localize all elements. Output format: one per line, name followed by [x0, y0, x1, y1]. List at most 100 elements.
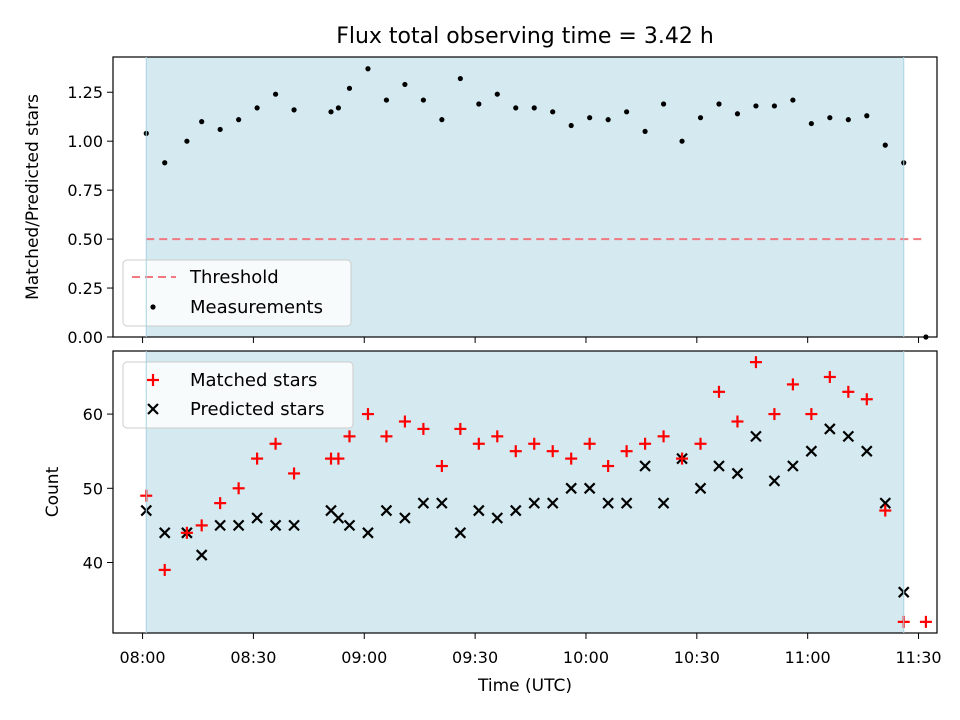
predicted-point [417, 497, 430, 509]
matched-point [546, 445, 559, 458]
x-tick-label: 08:30 [230, 648, 276, 667]
matched-point [842, 385, 855, 398]
matched-point [823, 370, 836, 383]
top-y-axis-label: Matched/Predicted stars [23, 94, 43, 300]
measurement-point [845, 117, 851, 123]
measurement-point [587, 115, 593, 121]
y-tick-label: 0.50 [67, 230, 103, 249]
matched-point [158, 563, 171, 576]
measurement-point [716, 101, 722, 107]
bottom-axes-frame [112, 350, 938, 634]
matched-point [768, 408, 781, 421]
matched-point [860, 393, 873, 406]
predicted-point [214, 519, 226, 532]
predicted-point [491, 512, 504, 524]
measurement-point [624, 109, 630, 115]
y-tick-label: 40 [83, 554, 103, 573]
measurement-point [660, 101, 667, 107]
x-tick-label: 11:00 [785, 648, 831, 667]
matched-point [380, 430, 393, 443]
predicted-point [546, 497, 559, 509]
measurement-point [365, 66, 371, 72]
matched-point [251, 452, 264, 465]
x-axis-label: Time (UTC) [477, 676, 572, 696]
matched-point [528, 437, 541, 450]
matched-point [602, 460, 615, 473]
measurement-point [420, 97, 426, 103]
predicted-point [288, 519, 300, 532]
predicted-point [805, 445, 818, 457]
predicted-point [750, 430, 762, 443]
matched-point [694, 437, 707, 450]
matched-point [180, 526, 193, 539]
matched-point [805, 408, 818, 421]
x-tick-label: 10:30 [674, 648, 720, 667]
measurement-point [697, 115, 704, 121]
measurement-point [827, 115, 833, 121]
predicted-point [528, 497, 541, 509]
measurement-point [457, 75, 463, 82]
measurement-point [734, 111, 741, 117]
legend-predicted-swatch [147, 403, 159, 415]
top-panel: 0.00 0.25 0.50 0.75 1.00 1.25 Matched/Predict… [23, 56, 938, 347]
predicted-point [583, 482, 596, 495]
predicted-point [251, 512, 263, 524]
predicted-point [269, 519, 282, 532]
top-axes-frame [112, 56, 938, 338]
measurement-point [808, 120, 814, 127]
measurement-point [254, 105, 260, 111]
matched-point [472, 437, 485, 450]
legend-matched-swatch [147, 374, 159, 386]
measurement-point [328, 109, 334, 115]
measurement-point [162, 160, 168, 166]
predicted-point [861, 445, 873, 457]
measurement-point [272, 91, 279, 97]
predicted-point [620, 497, 633, 509]
matched-point [417, 422, 430, 435]
measurement-point [494, 91, 500, 97]
matched-point [398, 415, 411, 428]
predicted-point [824, 423, 836, 435]
top-legend: Threshold Measurements [122, 259, 352, 327]
matched-point [879, 504, 892, 517]
matched-point [786, 378, 799, 391]
measurement-point [335, 105, 341, 111]
matched-point [332, 452, 345, 465]
y-tick-label: 0.25 [67, 279, 103, 298]
measurement-point [402, 81, 408, 88]
predicted-point [195, 549, 208, 561]
legend-box [122, 361, 354, 429]
x-tick-label: 09:30 [452, 648, 498, 667]
measurement-point [642, 128, 648, 135]
measurement-point [383, 97, 390, 103]
x-tick-label: 11:30 [895, 648, 941, 667]
measurement-point [679, 138, 685, 144]
matched-point [657, 430, 670, 443]
predicted-point [602, 497, 614, 509]
y-tick-label: 1.00 [67, 132, 103, 151]
measurement-point [236, 117, 242, 123]
matched-point [491, 430, 504, 443]
y-tick-label: 60 [83, 405, 103, 424]
measurement-point [184, 138, 190, 144]
matched-point [676, 452, 689, 465]
predicted-point [713, 460, 725, 472]
matched-point [731, 415, 744, 428]
bottom-y-axis-label: Count [43, 466, 63, 517]
y-tick-label: 0.75 [67, 181, 103, 200]
matched-point [361, 408, 374, 421]
predicted-point [232, 519, 245, 532]
legend-box [122, 259, 352, 327]
predicted-point [879, 497, 892, 509]
measurement-point [199, 119, 205, 125]
predicted-point [509, 504, 522, 517]
matched-point [639, 437, 652, 450]
measurement-point [605, 117, 611, 123]
predicted-point [332, 512, 345, 524]
predicted-point [158, 527, 171, 539]
matched-point [288, 467, 301, 480]
legend-matched-label: Matched stars [190, 370, 317, 391]
measurement-point [882, 142, 888, 148]
measurement-point [864, 113, 870, 119]
